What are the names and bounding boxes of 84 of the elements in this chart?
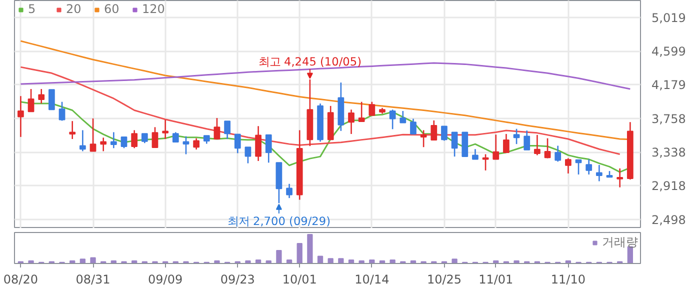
- bar: [348, 260, 354, 264]
- candlestick: [152, 126, 158, 148]
- y-tick-label: 2,498: [652, 212, 686, 227]
- candlestick: [141, 132, 148, 144]
- candlestick: [492, 134, 500, 160]
- candlestick: [482, 154, 489, 172]
- y-tick-label: 4,179: [652, 78, 686, 92]
- x-tick-label: 11/10: [550, 272, 586, 286]
- candlestick: [182, 136, 190, 155]
- candlestick: [420, 130, 427, 148]
- legend-label: 60: [104, 2, 120, 16]
- x-tick-label: 10/01: [282, 272, 317, 286]
- bar: [286, 260, 292, 264]
- candlestick: [131, 130, 138, 149]
- candlestick: [544, 138, 551, 159]
- candlestick: [596, 164, 602, 182]
- x-tick-label: 09/09: [148, 272, 183, 286]
- candlestick: [368, 101, 376, 116]
- legend-label: 20: [66, 2, 82, 16]
- candlestick: [90, 118, 96, 152]
- candlestick: [348, 108, 354, 135]
- candlestick: [616, 168, 624, 188]
- candlestick: [503, 133, 510, 154]
- candlestick: [358, 101, 365, 122]
- candlestick: [265, 134, 272, 164]
- candlestick: [389, 108, 396, 130]
- candlestick: [441, 126, 448, 142]
- candlestick: [110, 132, 117, 149]
- candlestick: [100, 137, 107, 152]
- x-tick-label: 08/20: [3, 272, 38, 286]
- x-tick-label: 08/31: [76, 272, 110, 286]
- y-tick-label: 2,918: [652, 179, 686, 194]
- candlestick: [214, 117, 220, 140]
- candlestick: [234, 134, 241, 154]
- candlestick: [48, 89, 55, 110]
- bar: [452, 258, 458, 264]
- candlestick: [286, 183, 292, 199]
- annotation: 최저 2,700 (09/29): [227, 214, 331, 228]
- x-tick-label: 11/01: [478, 272, 514, 286]
- candlestick: [172, 132, 179, 143]
- candlestick: [586, 158, 592, 176]
- candlestick: [69, 120, 76, 140]
- candlestick: [534, 134, 540, 156]
- candlestick: [400, 110, 406, 124]
- candlestick: [224, 120, 230, 140]
- candlestick: [575, 159, 582, 176]
- x-tick-label: 09/23: [220, 272, 255, 286]
- candlestick: [162, 119, 169, 140]
- x-tick-label: 10/14: [354, 272, 390, 286]
- candlestick: [430, 120, 438, 141]
- y-tick-label: 3,758: [652, 112, 686, 126]
- candlestick: [472, 148, 478, 160]
- candlestick: [410, 118, 416, 135]
- candlestick: [18, 95, 24, 138]
- y-tick-label: 3,338: [652, 146, 686, 160]
- candlestick: [524, 130, 530, 150]
- bar: [296, 243, 302, 264]
- bar: [80, 258, 86, 264]
- candlestick: [38, 88, 45, 104]
- x-tick-label: 10/25: [426, 272, 462, 286]
- legend-label: 5: [28, 2, 37, 16]
- candlestick: [244, 146, 252, 164]
- legend-label: 120: [142, 2, 165, 16]
- candlestick: [79, 130, 86, 152]
- annotation: 최고 4,245 (10/05): [258, 54, 362, 68]
- bar: [276, 250, 282, 264]
- candlestick: [255, 125, 262, 162]
- bar: [317, 256, 324, 264]
- candlestick: [554, 145, 562, 162]
- candlestick: [451, 132, 458, 158]
- candlestick: [513, 128, 520, 145]
- bar: [255, 260, 262, 264]
- bar: [338, 258, 344, 264]
- bar: [307, 234, 313, 264]
- legend-label: 거래량: [602, 234, 638, 251]
- bar: [90, 257, 96, 264]
- y-tick-label: 5,019: [652, 10, 686, 25]
- y-tick-label: 4,599: [652, 44, 686, 59]
- candlestick: [120, 136, 128, 149]
- candlestick: [565, 158, 572, 174]
- candlestick: [193, 138, 200, 150]
- candlestick: [28, 88, 34, 112]
- candlestick: [58, 101, 66, 122]
- bar: [328, 258, 334, 264]
